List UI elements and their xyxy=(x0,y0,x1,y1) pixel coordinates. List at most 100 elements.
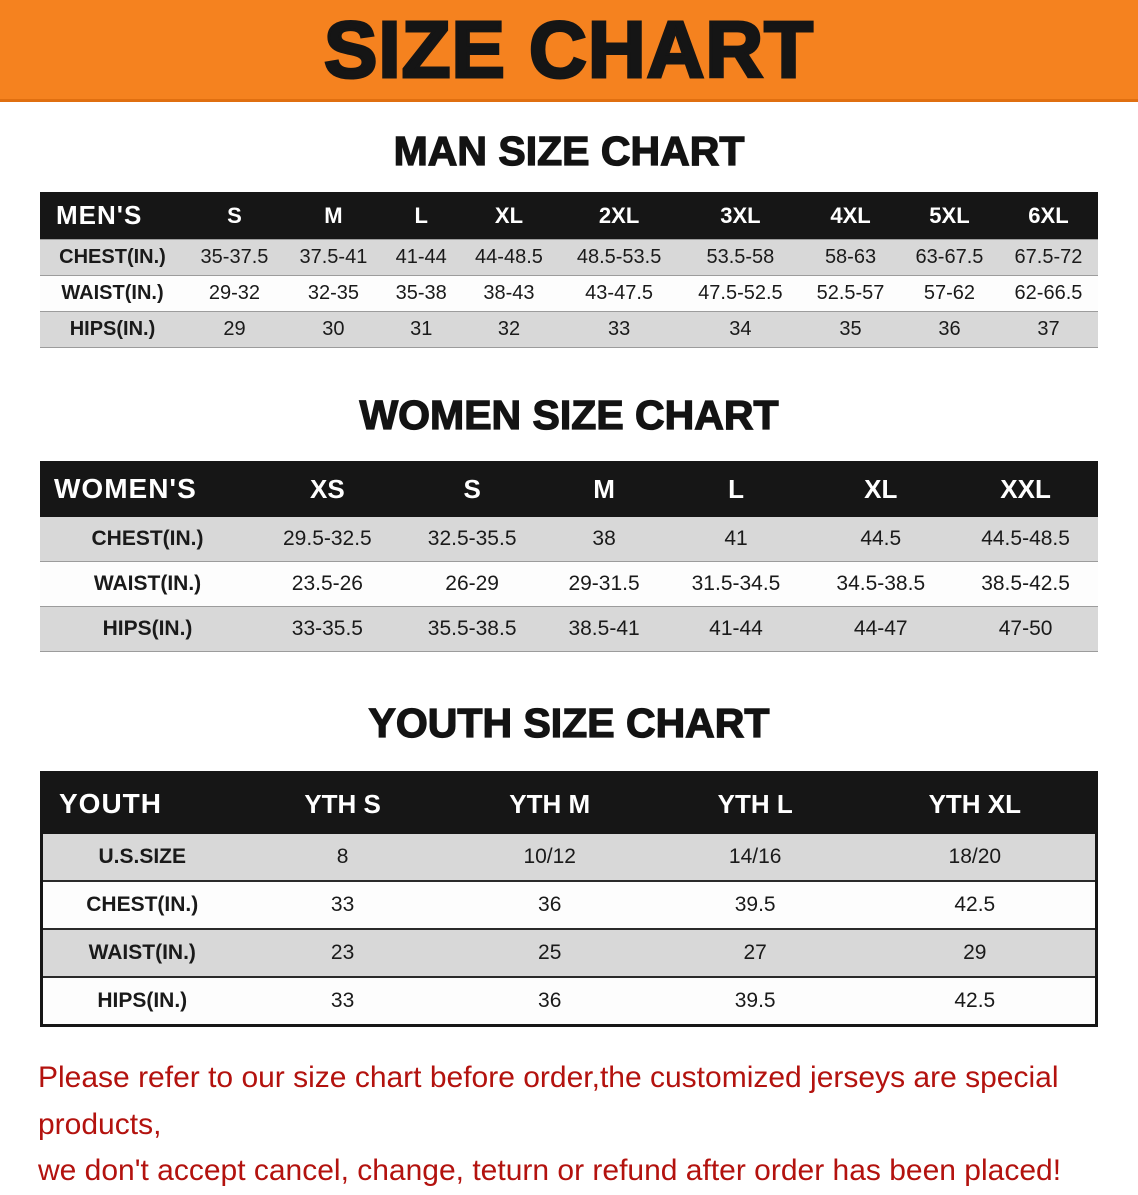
value-cell: 34 xyxy=(679,311,802,348)
value-cell: 44.5-48.5 xyxy=(953,517,1098,562)
value-cell: 52.5-57 xyxy=(801,275,900,312)
value-cell: 25 xyxy=(443,929,656,978)
value-cell: 34.5-38.5 xyxy=(808,561,954,607)
size-header-cell: YTH XL xyxy=(854,772,1097,834)
value-cell: 38.5-42.5 xyxy=(953,561,1098,607)
value-cell: 67.5-72 xyxy=(998,239,1098,276)
row-label-cell: CHEST(IN.) xyxy=(41,881,242,930)
size-header-cell: 3XL xyxy=(679,192,802,240)
row-label-cell: HIPS(IN.) xyxy=(97,989,188,1012)
size-header-cell: YTH S xyxy=(241,772,444,834)
header-row: YOUTH YTH S YTH M YTH L YTH XL xyxy=(41,772,1097,834)
value-cell: 33-35.5 xyxy=(255,606,400,652)
size-header-cell: M xyxy=(283,192,383,240)
row-label-cell: WAIST(IN.) xyxy=(41,929,242,978)
value-cell: 48.5-53.5 xyxy=(558,239,680,276)
value-cell: 36 xyxy=(900,311,999,348)
value-cell: 23.5-26 xyxy=(255,561,400,607)
size-header-cell: 2XL xyxy=(558,192,680,240)
value-cell: 38 xyxy=(544,517,664,562)
size-header-cell: XXL xyxy=(953,461,1098,517)
value-cell: 47-50 xyxy=(953,606,1098,652)
size-header-cell: YTH M xyxy=(443,772,656,834)
table-row: WAIST(IN.) 23.5-26 26-29 29-31.5 31.5-34.5 34… xyxy=(40,561,1098,607)
value-cell: 47.5-52.5 xyxy=(679,275,802,312)
size-header-cell: YTH L xyxy=(655,772,855,834)
size-header-cell: L xyxy=(382,192,460,240)
row-label-cell: U.S.SIZE xyxy=(41,834,242,882)
size-header-cell: L xyxy=(663,461,809,517)
value-cell: 35-37.5 xyxy=(185,239,284,276)
value-cell: 23 xyxy=(241,929,444,978)
table-title-cell: WOMEN'S xyxy=(40,461,255,517)
disclaimer: Please refer to our size chart before or… xyxy=(38,1055,1100,1195)
size-header-cell: 4XL xyxy=(801,192,900,240)
value-cell: 30 xyxy=(283,311,383,348)
banner: SIZE CHART xyxy=(0,0,1138,102)
value-cell: 35-38 xyxy=(382,275,460,312)
value-cell: 35 xyxy=(801,311,900,348)
value-cell: 39.5 xyxy=(734,989,776,1012)
women-size-table: WOMEN'S XS S M L XL XXL CHEST(IN.) 29.5-32.5 32.5… xyxy=(40,461,1098,652)
value-cell: 39.5 xyxy=(655,881,855,930)
value-cell: 57-62 xyxy=(900,275,999,312)
value-cell: 35.5-38.5 xyxy=(399,606,545,652)
table-row: WAIST(IN.) 23 25 27 29 xyxy=(41,929,1097,978)
value-cell: 37 xyxy=(998,311,1098,348)
men-section: MAN SIZE CHART MEN'S S M L XL 2XL 3XL 4XL 5XL 6XL… xyxy=(0,127,1138,348)
value-cell: 44-47 xyxy=(808,606,954,652)
value-cell: 32-35 xyxy=(283,275,383,312)
youth-size-table: YOUTH YTH S YTH M YTH L YTH XL U.S.SIZE 8 10/12… xyxy=(40,771,1098,1027)
value-cell: 33 xyxy=(241,881,444,930)
value-cell: 18/20 xyxy=(854,834,1097,882)
table-row: CHEST(IN.) 29.5-32.5 32.5-35.5 38 41 44.5 44.5… xyxy=(40,517,1098,562)
value-cell: 31 xyxy=(382,311,460,348)
value-cell: 26-29 xyxy=(399,561,545,607)
value-cell: 29.5-32.5 xyxy=(255,517,400,562)
value-cell: 29 xyxy=(854,929,1097,978)
value-cell: 62-66.5 xyxy=(998,275,1098,312)
row-label-cell: CHEST(IN.) xyxy=(40,239,185,276)
table-title-cell: YOUTH xyxy=(41,772,242,834)
table-row: HIPS(IN.) 33 36 39.5 42.5 xyxy=(41,977,1097,1026)
table-row: CHEST(IN.) 33 36 39.5 42.5 xyxy=(41,881,1097,930)
size-header-cell: S xyxy=(185,192,284,240)
page-title: SIZE CHART xyxy=(323,4,815,94)
row-label-cell: WAIST(IN.) xyxy=(40,561,255,607)
value-cell: 37.5-41 xyxy=(283,239,383,276)
men-heading: MAN SIZE CHART xyxy=(393,127,745,174)
value-cell: 32 xyxy=(459,311,559,348)
value-cell: 27 xyxy=(655,929,855,978)
row-label-cell: HIPS(IN.) xyxy=(40,606,255,652)
women-heading: WOMEN SIZE CHART xyxy=(359,391,779,438)
row-label-cell: WAIST(IN.) xyxy=(40,275,185,312)
value-cell: 38-43 xyxy=(459,275,559,312)
men-size-table: MEN'S S M L XL 2XL 3XL 4XL 5XL 6XL CHEST(IN.) 35-37… xyxy=(40,192,1098,348)
value-cell: 63-67.5 xyxy=(900,239,999,276)
youth-section: YOUTH SIZE CHART YOUTH YTH S YTH M YTH L YTH… xyxy=(0,699,1138,1027)
value-cell: 38.5-41 xyxy=(544,606,664,652)
value-cell: 10/12 xyxy=(443,834,656,882)
table-row: HIPS(IN.) 29 30 31 32 33 34 35 36 37 xyxy=(40,311,1098,348)
value-cell: 58-63 xyxy=(801,239,900,276)
value-cell: 41-44 xyxy=(663,606,809,652)
size-header-cell: M xyxy=(544,461,664,517)
row-label-cell: CHEST(IN.) xyxy=(40,517,255,562)
table-title-cell: MEN'S xyxy=(40,192,185,240)
youth-heading: YOUTH SIZE CHART xyxy=(368,699,770,746)
value-cell: 29-31.5 xyxy=(544,561,664,607)
table-row: U.S.SIZE 8 10/12 14/16 18/20 xyxy=(41,834,1097,882)
value-cell: 53.5-58 xyxy=(679,239,802,276)
value-cell: 8 xyxy=(241,834,444,882)
value-cell: 43-47.5 xyxy=(558,275,680,312)
size-header-cell: 5XL xyxy=(900,192,999,240)
value-cell: 44-48.5 xyxy=(459,239,559,276)
table-row: CHEST(IN.) 35-37.5 37.5-41 41-44 44-48.5 48.5… xyxy=(40,239,1098,276)
disclaimer-line-2: we don't accept cancel, change, teturn o… xyxy=(38,1154,1062,1187)
header-row: MEN'S S M L XL 2XL 3XL 4XL 5XL 6XL xyxy=(40,192,1098,240)
table-row: WAIST(IN.) 29-32 32-35 35-38 38-43 43-47.5 47.… xyxy=(40,275,1098,312)
value-cell: 44.5 xyxy=(808,517,954,562)
women-section: WOMEN SIZE CHART WOMEN'S XS S M L XL XXL CHEST(… xyxy=(0,391,1138,652)
value-cell: 32.5-35.5 xyxy=(399,517,545,562)
size-header-cell: XL xyxy=(459,192,559,240)
